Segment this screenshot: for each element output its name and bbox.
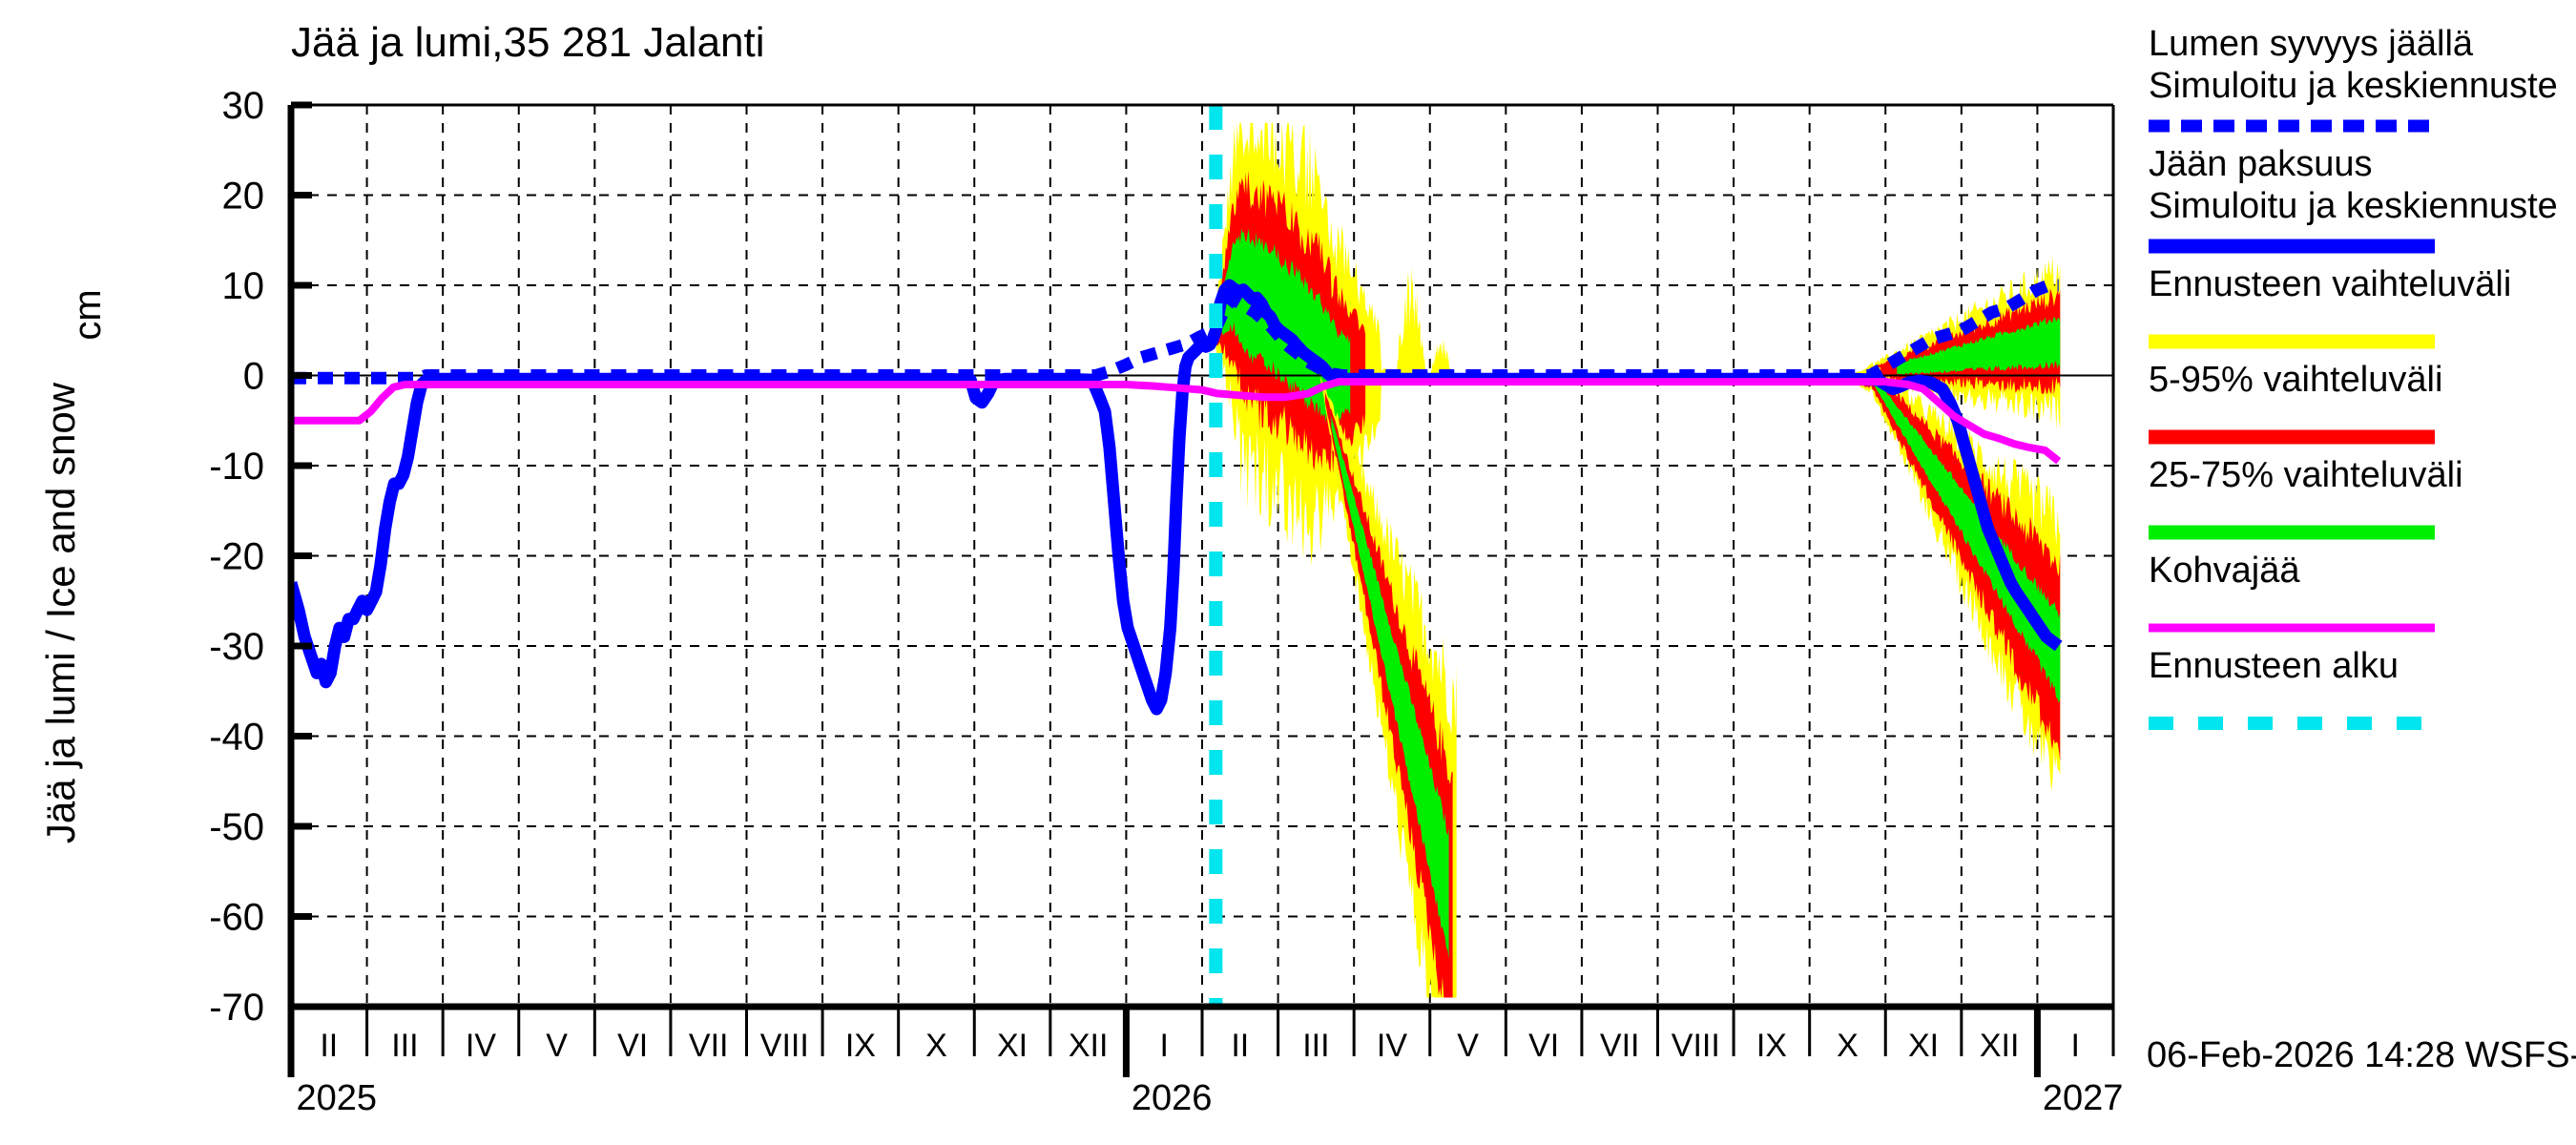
legend-range-5-95-title: 5-95% vaihteluväli [2149,360,2442,400]
y-tick-label: -70 [209,987,264,1029]
y-tick-label: -20 [209,536,264,578]
x-month-label: II [320,1028,338,1064]
x-month-label: I [1159,1028,1168,1064]
x-year-label: 2026 [1132,1078,1213,1118]
x-year-label: 2025 [296,1078,377,1118]
x-month-label: IX [845,1028,876,1064]
y-tick-label: -30 [209,626,264,668]
x-month-label: VII [1600,1028,1640,1064]
y-tick-labels: 30 20 10 0 -10 -20 -30 -40 -50 -60 -70 [209,85,312,1029]
y-tick-label: 30 [222,85,265,127]
y-axis-title: Jää ja lumi / Ice and snow [38,382,83,843]
legend-forecast-range-title: Ennusteen vaihteluväli [2149,264,2511,304]
grid-lines [291,105,2113,1007]
legend-forecast-start-title: Ennusteen alku [2149,646,2399,686]
x-month-label: VI [1528,1028,1559,1064]
x-month-label: XII [1980,1028,2020,1064]
legend-kohvajaa-title: Kohvajää [2149,551,2300,591]
x-month-label: III [391,1028,418,1064]
y-tick-label: -50 [209,806,264,848]
data-series [291,279,2063,716]
y-tick-label: 20 [222,176,265,218]
y-tick-label: -40 [209,717,264,759]
x-month-label: V [1457,1028,1479,1064]
legend-ice-thickness-title: Jään paksuus [2149,144,2373,184]
x-month-label: XII [1069,1028,1109,1064]
y-tick-label: 0 [243,356,264,398]
x-month-label: VIII [760,1028,809,1064]
x-month-label: IV [1377,1028,1407,1064]
x-month-label: III [1302,1028,1329,1064]
x-month-label: X [1837,1028,1859,1064]
y-tick-label: 10 [222,265,265,307]
y-tick-label: -60 [209,897,264,939]
x-month-label: X [925,1028,947,1064]
legend-ice-thickness-subtitle: Simuloitu ja keskiennuste [2149,186,2558,226]
forecast-bands [1215,122,2061,998]
series-1 [291,279,2059,385]
x-month-label: VI [617,1028,648,1064]
series-0 [291,279,2063,716]
x-month-label: IV [466,1028,496,1064]
x-month-label: XI [1908,1028,1939,1064]
x-month-label: VII [689,1028,729,1064]
x-tick-labels: II III IV V VI VII VIII IX X XI XII I II III IV V VI VII V… [287,1007,2124,1118]
x-month-label: I [2070,1028,2079,1064]
x-month-label: VIII [1672,1028,1720,1064]
legend-range-25-75-title: 25-75% vaihteluväli [2149,455,2463,495]
y-tick-label: -10 [209,446,264,488]
x-month-label: II [1231,1028,1249,1064]
x-year-label: 2027 [2043,1078,2124,1118]
x-month-label: XI [997,1028,1028,1064]
x-month-label: IX [1756,1028,1787,1064]
y-axis-unit: cm [67,289,109,340]
series-2 [291,378,2062,465]
timestamp-label: 06-Feb-2026 14:28 WSFS-P [2147,1035,2576,1075]
legend-snow-depth-title: Lumen syvyys jäällä [2149,24,2474,64]
legend-snow-depth-subtitle: Simuloitu ja keskiennuste [2149,66,2558,106]
x-month-label: V [546,1028,568,1064]
